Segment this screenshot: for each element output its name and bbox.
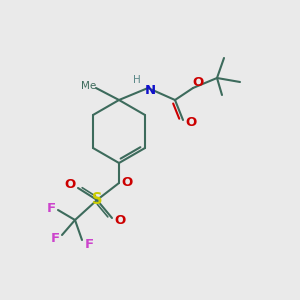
Text: N: N — [144, 85, 156, 98]
Text: F: F — [84, 238, 94, 250]
Text: H: H — [133, 75, 141, 85]
Text: O: O — [185, 116, 197, 128]
Text: S: S — [92, 193, 102, 208]
Text: F: F — [46, 202, 56, 214]
Text: O: O — [64, 178, 76, 190]
Text: F: F — [50, 232, 60, 245]
Text: O: O — [192, 76, 204, 88]
Text: Me: Me — [81, 81, 97, 91]
Text: O: O — [114, 214, 126, 226]
Text: O: O — [122, 176, 133, 190]
